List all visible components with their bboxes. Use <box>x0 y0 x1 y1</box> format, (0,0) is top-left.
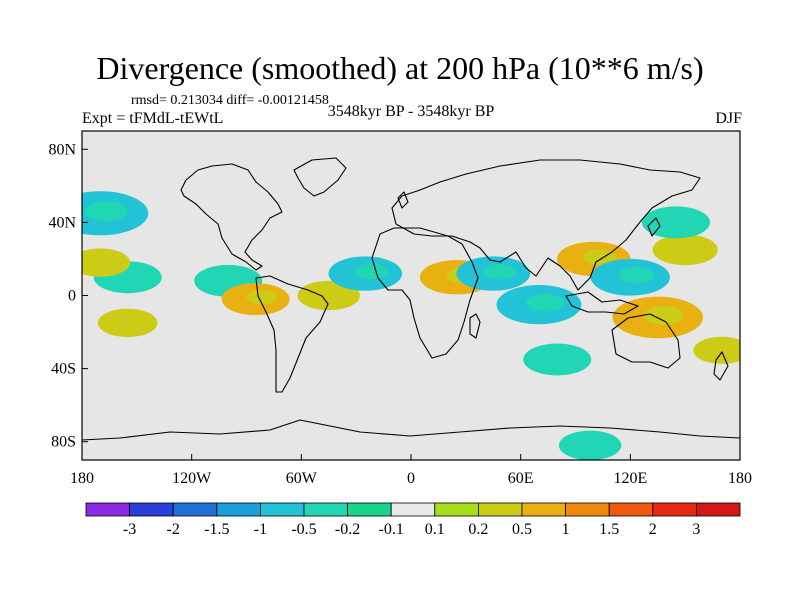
colorbar-level-label: 2 <box>649 521 657 538</box>
lat-tick-label: 40S <box>51 361 76 378</box>
eurasia-coastline <box>391 159 701 291</box>
divergence-field <box>82 191 740 460</box>
colorbar-level-label: 0.2 <box>468 521 488 538</box>
experiment-label: Expt = tFMdL-tEWtL <box>82 110 224 127</box>
colorbar-level-label: -0.5 <box>291 521 316 538</box>
colorbar-swatch <box>390 502 436 517</box>
colorbar-swatch <box>434 502 479 517</box>
colorbar-level-label: 1 <box>562 521 570 538</box>
lat-tick-label: 0 <box>68 288 76 305</box>
colorbar-level-label: -2 <box>167 521 180 538</box>
colorbar-level-label: 1.5 <box>599 521 619 538</box>
australia-coastline <box>611 313 681 369</box>
divergence-negative-core <box>118 268 149 283</box>
greenland-coastline <box>293 157 347 197</box>
divergence-negative-core <box>525 293 565 312</box>
lon-tick-label: 60W <box>286 470 318 487</box>
divergence-negative-core <box>218 271 250 287</box>
colorbar-swatch <box>696 502 741 517</box>
colorbar-swatch <box>652 502 697 517</box>
lat-tick-label: 40N <box>48 214 76 231</box>
divergence-positive-core <box>246 289 277 305</box>
lat-tick-label: 80N <box>48 141 76 158</box>
divergence-negative-region <box>558 430 622 460</box>
divergence-negative-core <box>547 350 579 365</box>
map-axes: 80N 40N 0 40S 80S 180 120W 60W 0 60E 120E 180 <box>48 141 752 487</box>
lon-tick-label: 120E <box>613 470 647 487</box>
divergence-positive-region <box>297 280 360 311</box>
colorbar-swatch <box>259 502 305 517</box>
madagascar-coastline <box>469 313 481 339</box>
season-label: DJF <box>715 110 742 127</box>
divergence-negative-core <box>354 263 388 280</box>
colorbar-swatch <box>172 502 218 517</box>
divergence-negative-core <box>618 266 655 284</box>
colorbar-swatch <box>129 502 174 517</box>
colorbar-swatch <box>85 502 130 517</box>
divergence-positive-region <box>652 234 718 266</box>
colorbar-swatch <box>521 502 566 517</box>
colorbar-swatch <box>303 502 348 517</box>
colorbar-swatch <box>565 502 610 517</box>
divergence-negative-core <box>666 213 698 228</box>
lat-tick-label: 80S <box>51 434 76 451</box>
colorbar-swatch <box>477 502 523 517</box>
colorbar-swatch <box>347 502 392 517</box>
south-america-coastline <box>255 275 329 393</box>
colorbar-level-label: 3 <box>692 521 700 538</box>
indonesia-coastline <box>565 291 639 315</box>
lon-tick-label: 0 <box>407 470 415 487</box>
colorbar-swatch <box>216 502 261 517</box>
divergence-positive-region <box>82 248 131 277</box>
lon-tick-label: 60E <box>508 470 534 487</box>
colorbar-swatch <box>608 502 654 517</box>
coastlines <box>82 157 740 441</box>
colorbar-level-label: 0.1 <box>425 521 445 538</box>
divergence-positive-region <box>97 308 158 338</box>
new-zealand-coastline <box>713 351 729 381</box>
divergence-negative-core <box>482 263 516 280</box>
colorbar-level-label: -0.2 <box>335 521 360 538</box>
divergence-positive-region <box>693 336 740 364</box>
lon-tick-label: 120W <box>172 470 212 487</box>
lon-tick-label: 180 <box>70 470 94 487</box>
japan-coastline <box>647 217 661 237</box>
divergence-positive-core <box>583 249 617 265</box>
colorbar-level-label: -0.1 <box>379 521 404 538</box>
divergence-negative-core <box>84 201 128 222</box>
colorbar-level-label: -1.5 <box>204 521 229 538</box>
rmsd-diff-stats: rmsd= 0.213034 diff= -0.00121458 <box>131 93 329 108</box>
colorbar: -3 -2 -1.5 -1 -0.5 -0.2 -0.1 0.1 0.2 0.5 1 1.5 2 3 <box>85 502 741 538</box>
colorbar-level-label: -1 <box>254 521 267 538</box>
map-background <box>82 131 740 460</box>
plot-title: Divergence (smoothed) at 200 hPa (10**6 … <box>96 50 704 86</box>
africa-coastline <box>371 227 479 359</box>
antarctica-coastline <box>82 419 740 441</box>
colorbar-level-label: 0.5 <box>512 521 532 538</box>
time-period-label: 3548kyr BP - 3548kyr BP <box>327 103 495 120</box>
lon-tick-label: 180 <box>728 470 752 487</box>
divergence-positive-core <box>643 306 685 325</box>
uk-coastline <box>397 191 409 209</box>
north-america-coastline <box>180 163 283 271</box>
colorbar-level-label: -3 <box>123 521 136 538</box>
